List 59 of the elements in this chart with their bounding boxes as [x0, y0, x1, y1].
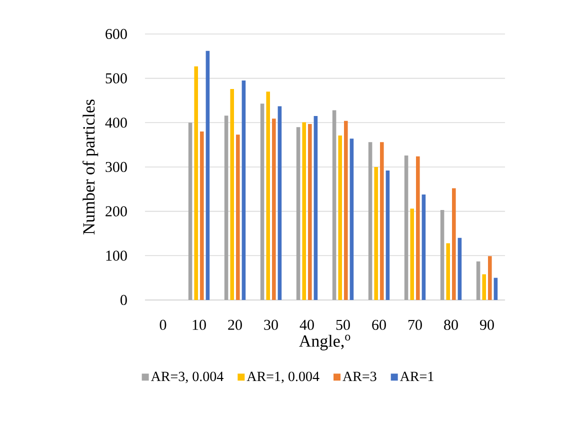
bar: [386, 170, 390, 300]
bar: [296, 127, 300, 300]
x-tick-label: 20: [228, 320, 242, 330]
bar: [452, 188, 456, 300]
bar: [278, 106, 282, 300]
bar: [236, 134, 240, 300]
bar: [338, 136, 342, 300]
x-tick-label: 10: [192, 320, 206, 330]
bar: [368, 142, 372, 300]
bar: [230, 88, 234, 300]
bar: [422, 194, 426, 300]
legend-label: AR=1: [400, 372, 434, 381]
bar: [488, 256, 492, 300]
bar: [416, 156, 420, 300]
bar: [200, 132, 204, 300]
bar: [476, 261, 480, 300]
x-tick-label: 50: [336, 320, 350, 330]
bar: [410, 208, 414, 300]
bar: [380, 142, 384, 300]
y-tick-label: 600: [106, 28, 127, 40]
bar: [308, 124, 312, 300]
bar: [374, 166, 378, 300]
legend-label: AR=3, 0.004: [150, 372, 224, 384]
x-tick-label: 70: [408, 320, 422, 330]
x-axis-title: Angle,$^{o}$: [299, 334, 350, 350]
x-tick-label: 30: [264, 320, 278, 330]
x-tick-label: 90: [480, 320, 494, 330]
y-tick-label: 200: [106, 206, 127, 216]
bar: [458, 238, 462, 300]
bar: [194, 66, 198, 300]
y-axis-title: Number of particles: [82, 100, 98, 234]
bar: [224, 116, 228, 300]
x-tick-label: 60: [372, 320, 386, 330]
bar: [302, 122, 306, 300]
x-tick-label: 40: [300, 320, 314, 330]
legend-label: AR=1, 0.004: [246, 372, 320, 384]
bar: [332, 110, 336, 300]
bar: [260, 104, 264, 300]
bar: [242, 80, 246, 300]
x-tick-label: 0: [160, 320, 166, 330]
y-tick-label: 0: [120, 294, 127, 306]
bar: [344, 120, 348, 300]
bar: [272, 118, 276, 300]
legend-label: AR=3: [342, 372, 376, 382]
bar: [206, 50, 210, 300]
bar: [440, 210, 444, 300]
bar: [404, 155, 408, 300]
bar: [314, 116, 318, 300]
bar: [482, 274, 486, 300]
bar: [266, 92, 270, 300]
y-tick-label: 100: [106, 250, 127, 261]
y-tick-label: 400: [105, 118, 127, 128]
x-tick-label: 80: [444, 320, 458, 330]
bar: [446, 243, 450, 300]
y-tick-label: 300: [106, 162, 127, 172]
bar: [350, 138, 354, 300]
y-tick-label: 500: [106, 73, 127, 84]
bar: [188, 122, 192, 300]
bar: [494, 278, 498, 300]
